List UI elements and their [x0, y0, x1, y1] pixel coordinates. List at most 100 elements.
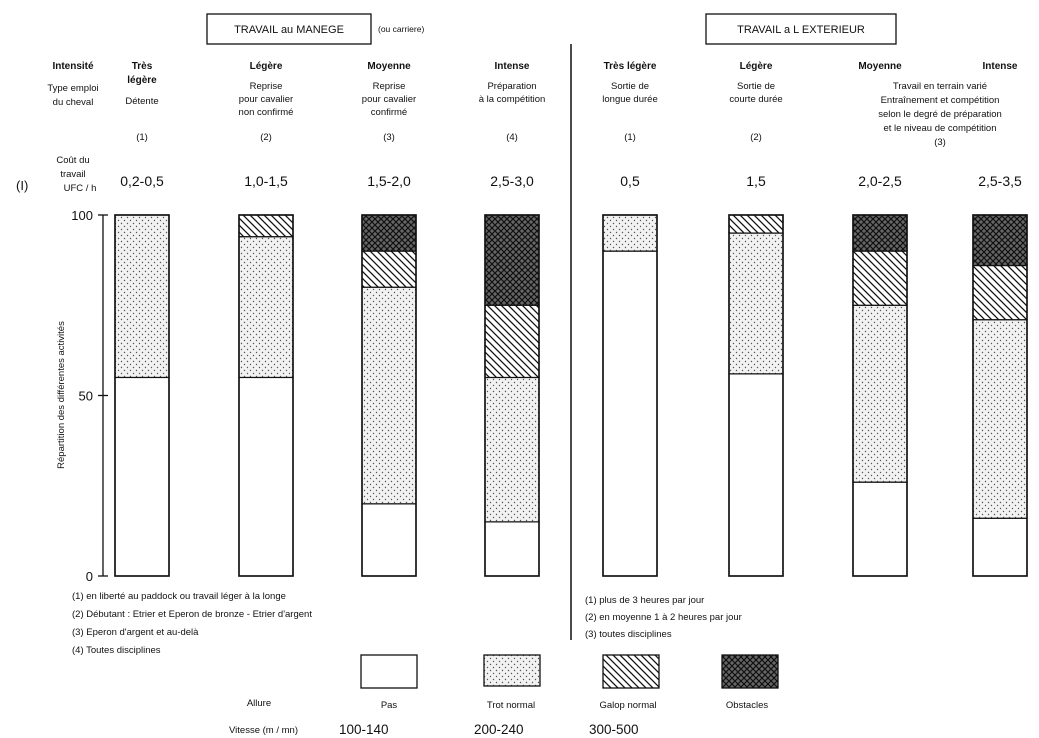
- col-intensity-0-b: légère: [127, 75, 157, 86]
- bar-2-obstacles: [361, 214, 417, 252]
- bar-3-pas: [484, 521, 540, 577]
- shared-desc-line-1: Travail en terrain varié: [893, 81, 987, 92]
- col-cost-6: 2,0-2,5: [858, 173, 902, 189]
- footnote-right-3: (3) toutes disciplines: [585, 629, 672, 640]
- col-cost-1: 1,0-1,5: [244, 173, 288, 189]
- footnotes-left: (1) en liberté au paddock ou travail lég…: [72, 591, 312, 656]
- footnote-right-1: (1) plus de 3 heures par jour: [585, 595, 704, 606]
- col-note-5: (2): [750, 132, 762, 143]
- bar-outline-2: [361, 214, 417, 577]
- col-intensity-6: Moyenne: [858, 61, 902, 72]
- legend-allure-label: Allure: [247, 698, 271, 709]
- bar-3-galop: [484, 304, 540, 379]
- bar-6-pas: [852, 481, 908, 577]
- col-desc-3-1: à la compétition: [479, 94, 546, 105]
- section-header-exterieur-box: [705, 13, 897, 45]
- bar-0-pas: [114, 376, 170, 577]
- row-label-intensite: Intensité: [52, 61, 94, 72]
- section-title-exterieur: TRAVAIL a L EXTERIEUR: [737, 24, 865, 36]
- y-tick-label-50: 50: [79, 389, 93, 404]
- bar-outline-5: [728, 214, 784, 577]
- bar-7-galop: [972, 264, 1028, 321]
- row-label-cout-3: UFC / h: [64, 183, 97, 194]
- section-header-manege: TRAVAIL au MANEGE (ou carriere): [206, 13, 424, 45]
- footnotes-right: (1) plus de 3 heures par jour (2) en moy…: [585, 595, 742, 640]
- shared-desc-line-3: selon le degré de préparation: [878, 109, 1002, 120]
- legend-label-pas: Pas: [381, 700, 398, 711]
- footnote-left-4: (4) Toutes disciplines: [72, 645, 161, 656]
- col-desc-2-2: confirmé: [371, 107, 407, 118]
- legend-swatch-galop: [602, 654, 660, 689]
- bar-7-pas: [972, 517, 1028, 577]
- bar-5-galop: [728, 214, 784, 234]
- bar-3-trot: [484, 376, 540, 523]
- shared-desc-line-2: Entraînement et compétition: [881, 95, 1000, 106]
- footnote-left-2: (2) Débutant : Etrier et Eperon de bronz…: [72, 609, 312, 620]
- legend-vitesse-label: Vitesse (m / mn): [229, 725, 298, 736]
- col-desc-5-0: Sortie de: [737, 81, 775, 92]
- col-desc-2-1: pour cavalier: [362, 94, 416, 105]
- col-cost-3: 2,5-3,0: [490, 173, 534, 189]
- col-intensity-0-a: Très: [132, 61, 153, 72]
- footnote-left-1: (1) en liberté au paddock ou travail lég…: [72, 591, 286, 602]
- col-note-1: (2): [260, 132, 272, 143]
- legend-swatch-trot: [483, 654, 541, 687]
- col-cost-7: 2,5-3,5: [978, 173, 1022, 189]
- bar-outline-4: [602, 214, 658, 577]
- footnote-right-2: (2) en moyenne 1 à 2 heures par jour: [585, 612, 742, 623]
- bar-7-obstacles: [972, 214, 1028, 267]
- col-desc-4-0: Sortie de: [611, 81, 649, 92]
- col-intensity-1: Légère: [250, 61, 283, 72]
- bar-4-trot: [602, 214, 658, 252]
- legend: Allure Vitesse (m / mn) Pas 100-140 Trot…: [229, 654, 779, 737]
- bar-6-trot: [852, 304, 908, 483]
- legend-swatch-obstacles: [721, 654, 779, 689]
- bar-2-galop: [361, 250, 417, 288]
- bars: [114, 214, 1028, 577]
- col-intensity-2: Moyenne: [367, 61, 411, 72]
- col-note-3: (4): [506, 132, 518, 143]
- col-desc-3-0: Préparation: [487, 81, 536, 92]
- bar-5-pas: [728, 373, 784, 577]
- col-desc-2-0: Reprise: [373, 81, 406, 92]
- bar-7-trot: [972, 319, 1028, 519]
- col-desc-4-1: longue durée: [602, 94, 657, 105]
- row-label-cout-2: travail: [60, 169, 85, 180]
- bar-6-galop: [852, 250, 908, 306]
- bar-1-pas: [238, 376, 294, 577]
- col-cost-2: 1,5-2,0: [367, 173, 411, 189]
- col-cost-4: 0,5: [620, 173, 640, 189]
- bar-outline-3: [484, 214, 540, 577]
- bar-4-pas: [602, 250, 658, 577]
- col-intensity-4: Très légère: [604, 61, 657, 72]
- bar-5-trot: [728, 232, 784, 375]
- y-axis-label: Répartition des différentes activités: [56, 321, 67, 469]
- section-note-manege: (ou carriere): [378, 24, 424, 34]
- col-note-2: (3): [383, 132, 395, 143]
- col-desc-1-1: pour cavalier: [239, 94, 293, 105]
- legend-speed-galop: 300-500: [589, 722, 639, 737]
- legend-label-obstacles: Obstacles: [726, 700, 768, 711]
- col-cost-0: 0,2-0,5: [120, 173, 164, 189]
- section-header-exterieur: TRAVAIL a L EXTERIEUR: [705, 13, 897, 45]
- y-axis: 0 50 100: [71, 208, 108, 584]
- col-desc-1-2: non confirmé: [239, 107, 294, 118]
- col-intensity-3: Intense: [494, 61, 529, 72]
- shared-desc-note: (3): [934, 137, 946, 148]
- y-tick-label-0: 0: [86, 569, 93, 584]
- col-desc-0-0: Détente: [125, 96, 158, 107]
- legend-label-trot: Trot normal: [487, 700, 535, 711]
- legend-swatch-pas: [360, 654, 418, 689]
- bar-1-trot: [238, 236, 294, 379]
- shared-desc-line-4: et le niveau de compétition: [883, 123, 996, 134]
- col-note-4: (1): [624, 132, 636, 143]
- col-desc-1-0: Reprise: [250, 81, 283, 92]
- bar-3-obstacles: [484, 214, 540, 306]
- row-marker: (I): [16, 178, 28, 193]
- section-header-manege-box: [206, 13, 372, 45]
- bar-outline-0: [114, 214, 170, 577]
- row-label-type-2: du cheval: [53, 97, 94, 108]
- bar-2-trot: [361, 286, 417, 505]
- y-tick-label-100: 100: [71, 208, 93, 223]
